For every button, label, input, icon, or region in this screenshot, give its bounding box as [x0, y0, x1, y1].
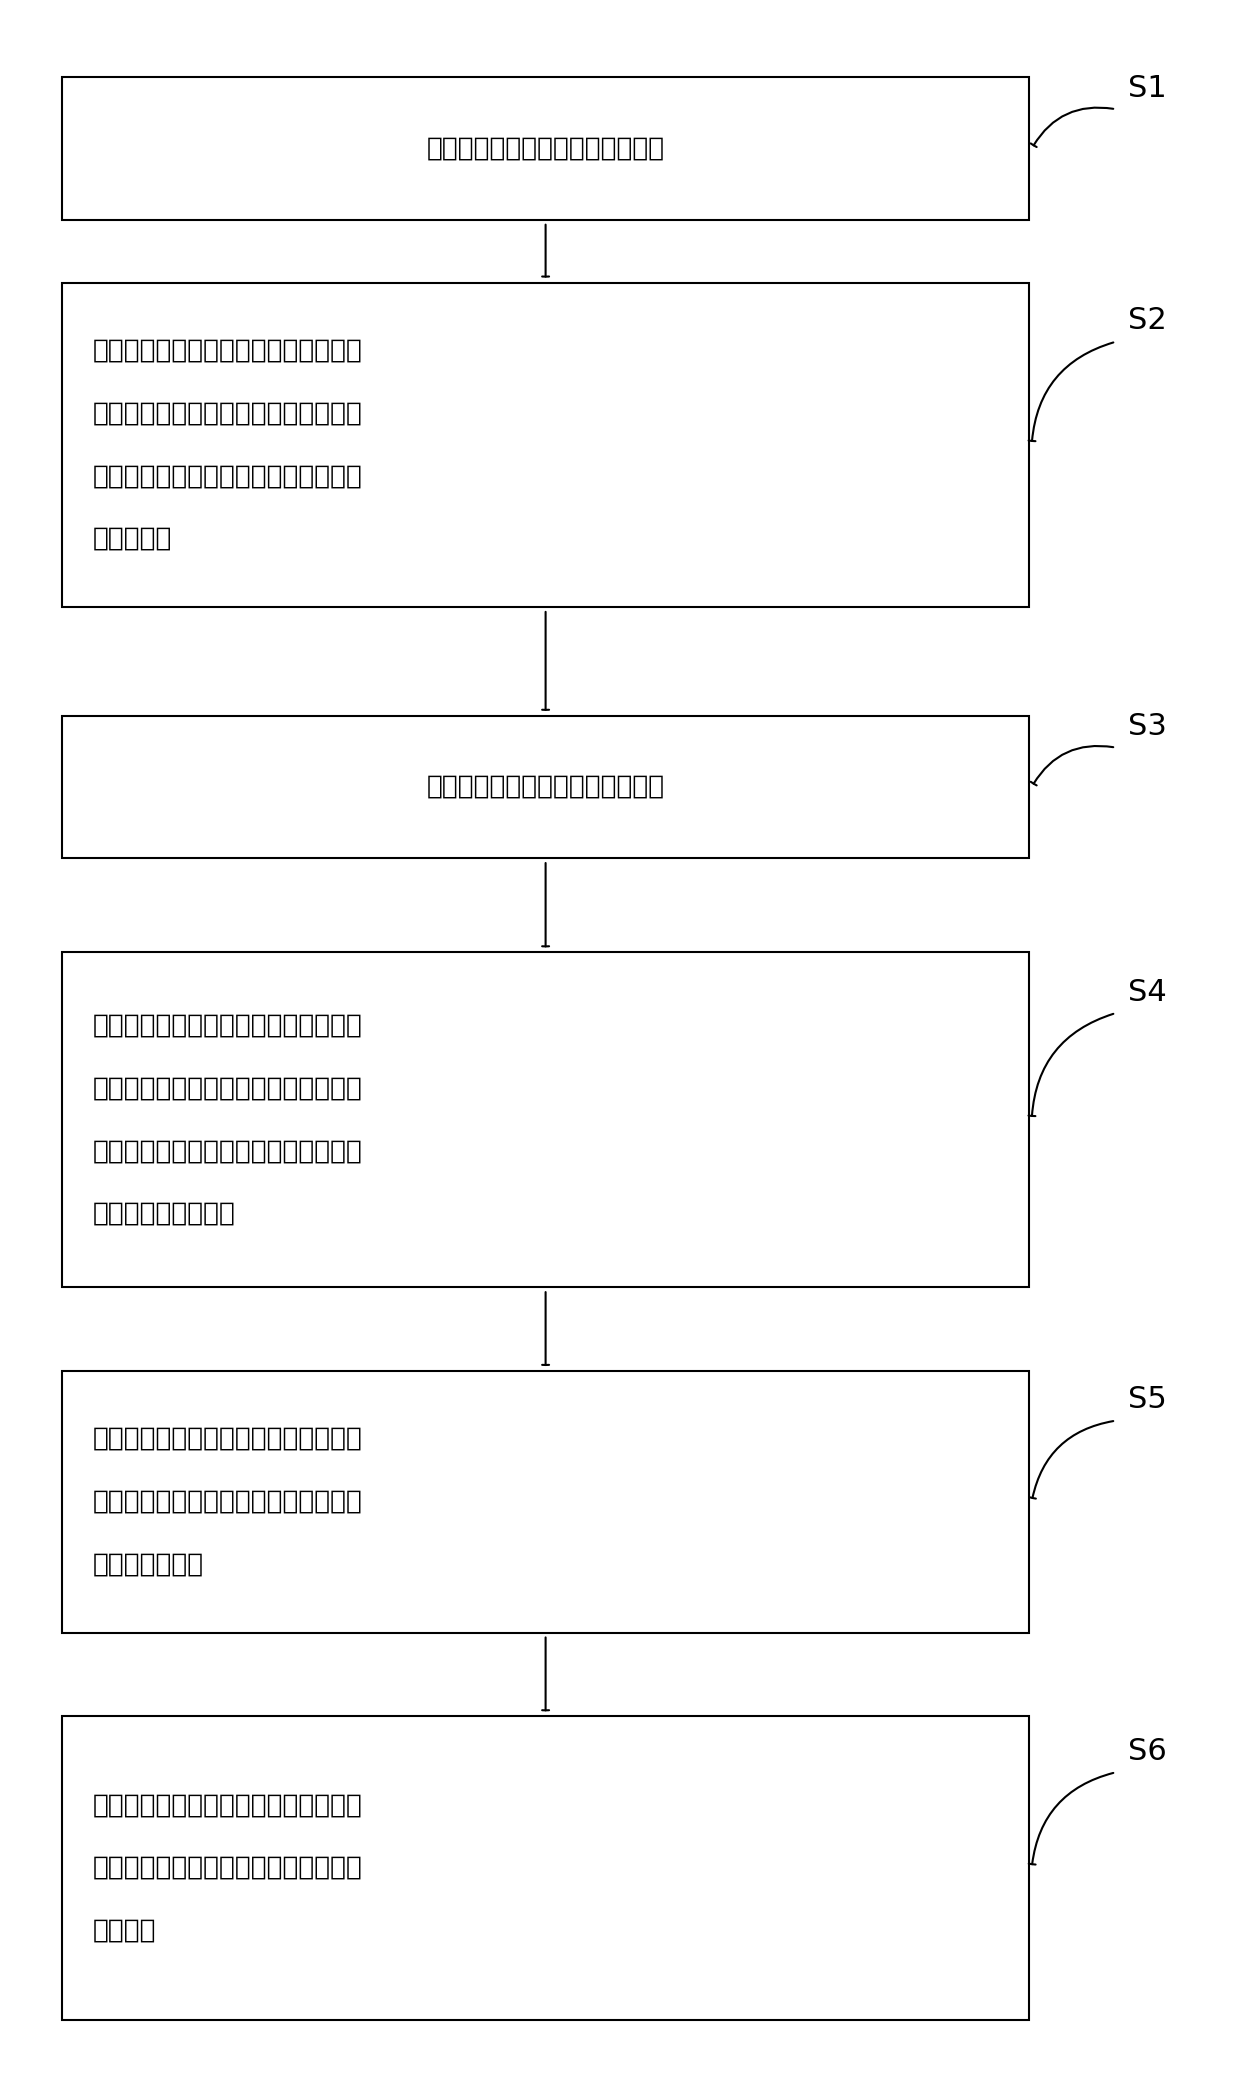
Text: S4: S4 — [1128, 977, 1167, 1007]
Text: 系统容量衰减曲线，计算获取引入储能: 系统容量衰减曲线，计算获取引入储能 — [93, 1139, 363, 1164]
FancyBboxPatch shape — [62, 77, 1029, 220]
Text: 根据目标最大需量对应的储能系统容量: 根据目标最大需量对应的储能系统容量 — [93, 1425, 363, 1453]
Text: 线，并获取企业最大收益时对应的储能: 线，并获取企业最大收益时对应的储能 — [93, 1854, 363, 1882]
Text: 量对应的最小储能系统容量和储能系统: 量对应的最小储能系统容量和储能系统 — [93, 463, 363, 490]
Text: 系统容量: 系统容量 — [93, 1917, 156, 1944]
FancyBboxPatch shape — [62, 283, 1029, 607]
Text: S6: S6 — [1128, 1737, 1167, 1766]
Text: 和引入储能系统前、后的企业用电成本: 和引入储能系统前、后的企业用电成本 — [93, 1488, 363, 1515]
Text: S2: S2 — [1128, 306, 1167, 335]
Text: 获取储能系统全天完整的循环次数: 获取储能系统全天完整的循环次数 — [427, 774, 665, 800]
FancyBboxPatch shape — [62, 716, 1029, 858]
Text: S5: S5 — [1128, 1386, 1167, 1415]
FancyBboxPatch shape — [62, 1371, 1029, 1633]
Text: S3: S3 — [1128, 712, 1167, 741]
Text: 生成企业收益与目标最大需量的关系曲: 生成企业收益与目标最大需量的关系曲 — [93, 1792, 363, 1819]
FancyBboxPatch shape — [62, 1716, 1029, 2020]
Text: 系统后企业用电成本: 系统后企业用电成本 — [93, 1201, 236, 1226]
Text: S1: S1 — [1128, 73, 1167, 103]
Text: 获取引入储能系统后企业的最大电能需: 获取引入储能系统后企业的最大电能需 — [93, 337, 363, 364]
Text: 根据目标最大需量及目标最大需量对应: 根据目标最大需量及目标最大需量对应 — [93, 1013, 363, 1038]
Text: 量降低至目标最大需量时，目标最大需: 量降低至目标最大需量时，目标最大需 — [93, 400, 363, 427]
Text: 充放电功率: 充放电功率 — [93, 525, 172, 553]
Text: ，计算企业收益: ，计算企业收益 — [93, 1551, 205, 1578]
Text: 的储能系统全天完整的循环次数与储能: 的储能系统全天完整的循环次数与储能 — [93, 1076, 363, 1101]
Text: 获取引入储能系统前企业用电成本: 获取引入储能系统前企业用电成本 — [427, 136, 665, 161]
FancyBboxPatch shape — [62, 952, 1029, 1287]
